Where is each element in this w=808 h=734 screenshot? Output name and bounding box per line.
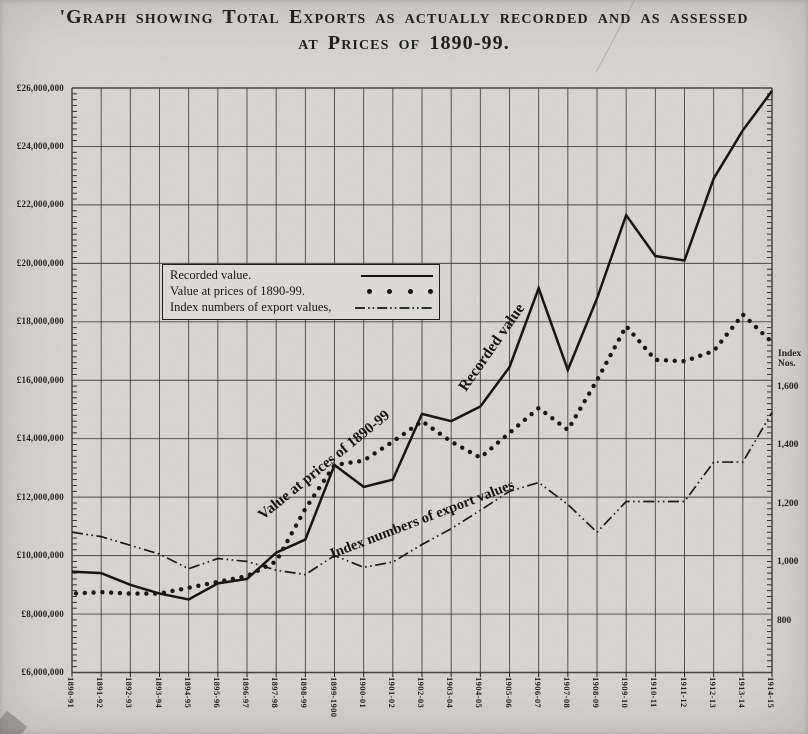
x-axis-label: 1896-97: [241, 676, 251, 708]
x-axis-label: 1903-04: [445, 676, 456, 708]
right-axis-label: 1,000: [777, 557, 799, 568]
legend-label-index-numbers: Index numbers of export values,: [170, 300, 332, 314]
x-axis-label: 1906-07: [532, 676, 543, 708]
left-axis-label: £6,000,000: [21, 667, 64, 677]
left-axis-label: £20,000,000: [16, 257, 64, 268]
left-axis-label: £12,000,000: [16, 491, 64, 502]
left-axis-label: £10,000,000: [16, 550, 64, 561]
right-axis-title: Index Nos.: [778, 349, 802, 370]
left-axis-label: £26,000,000: [16, 82, 64, 93]
x-axis-label: 1892-93: [124, 676, 135, 708]
legend-item-value-at-prices: Value at prices of 1890-99.: [170, 284, 433, 299]
legend-label-recorded-value: Recorded value.: [170, 268, 252, 282]
x-axis-label: 1904-05: [474, 676, 485, 708]
chart-title-line2: at Prices of 1890-99.: [298, 32, 510, 54]
x-axis-label: 1891-92: [95, 676, 106, 708]
dotted-line-sample-icon: [367, 289, 433, 294]
x-axis-label: 1908-09: [591, 676, 601, 708]
x-axis-label: 1905-06: [503, 676, 514, 708]
x-axis-label: 1914-15: [766, 676, 776, 708]
x-axis-label: 1894-95: [182, 676, 193, 708]
legend-item-index-numbers: Index numbers of export values,: [170, 300, 433, 315]
left-axis-label: £22,000,000: [16, 199, 64, 210]
left-axis-label: £16,000,000: [16, 374, 64, 385]
right-axis-label: 1,400: [777, 440, 799, 451]
chart-title: 'Graph showing Total Exports as actually…: [0, 4, 808, 56]
x-axis-label: 1899-1900: [328, 676, 339, 717]
x-axis-label: 1913-14: [736, 676, 747, 708]
right-axis-label: 800: [777, 615, 792, 626]
solid-line-sample-icon: [361, 274, 433, 277]
x-axis-label: 1900-01: [357, 676, 368, 708]
x-axis-label: 1909-10: [620, 676, 631, 708]
dashdot-line-sample-icon: [355, 305, 433, 311]
x-axis-label: 1910-11: [649, 676, 660, 708]
x-axis-label: 1890-91: [66, 676, 76, 708]
x-axis-label: 1912-13: [707, 676, 718, 708]
x-axis-label: 1895-96: [211, 676, 222, 708]
chart-title-line1: 'Graph showing Total Exports as actually…: [59, 6, 749, 28]
x-axis-label: 1907-08: [561, 676, 572, 708]
x-axis-label: 1902-03: [416, 676, 426, 708]
x-axis-label: 1911-12: [678, 676, 689, 708]
left-axis-label: £24,000,000: [16, 140, 64, 151]
x-axis-label: 1893-94: [153, 676, 164, 708]
x-axis-label: 1898-99: [299, 676, 310, 708]
legend-item-recorded-value: Recorded value.: [170, 268, 433, 283]
x-axis-label: 1901-02: [386, 676, 397, 708]
x-axis-label: 1897-98: [270, 676, 281, 708]
legend-label-value-at-prices: Value at prices of 1890-99.: [170, 284, 306, 298]
chart-legend: Recorded value. Value at prices of 1890-…: [162, 264, 440, 320]
right-axis-label: 1,200: [777, 498, 799, 509]
left-axis-label: £18,000,000: [16, 316, 64, 327]
right-axis-label: 1,600: [777, 381, 799, 392]
left-axis-label: £14,000,000: [16, 433, 64, 444]
left-axis-label: £8,000,000: [21, 608, 64, 619]
